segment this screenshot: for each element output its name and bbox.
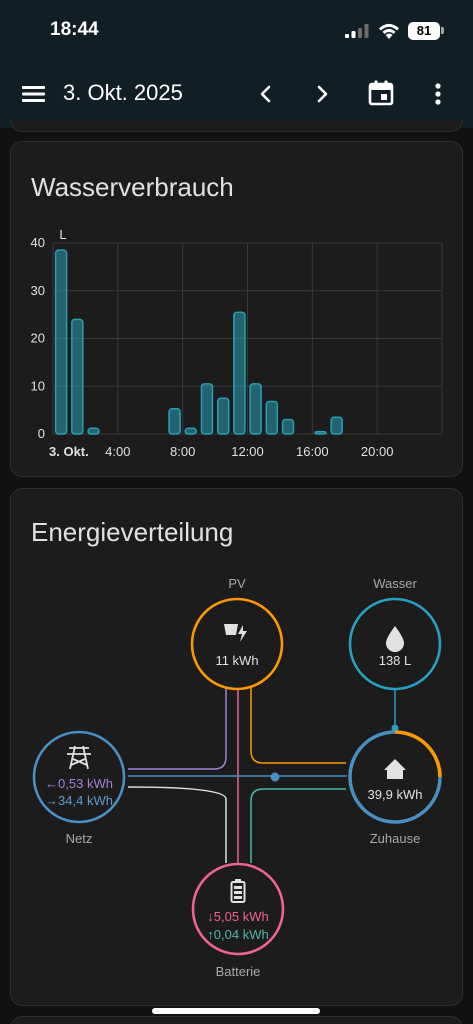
x-tick-label: 4:00: [105, 444, 130, 459]
status-bar: 18:44 81: [0, 0, 473, 62]
battery-node[interactable]: [191, 862, 285, 956]
chevron-right-icon[interactable]: [308, 79, 336, 109]
page-title[interactable]: 3. Okt. 2025: [63, 80, 183, 105]
battery-icon: [441, 27, 444, 34]
flow-pv-grid: [128, 687, 227, 770]
chart-bar: [71, 318, 84, 435]
battery-label: Batterie: [216, 964, 261, 979]
x-tick-label: 8:00: [170, 444, 195, 459]
home-ring-pv-share: [394, 730, 442, 778]
pv-label: PV: [228, 576, 246, 591]
chart-bar: [200, 383, 214, 435]
chart-bar: [184, 427, 198, 435]
status-time: 18:44: [50, 19, 99, 40]
chart-bar: [87, 427, 100, 435]
card-title: Energieverteilung: [31, 517, 234, 547]
water-consumption-card: Wasserverbrauch 0 10 20 30 40 3. Okt. 4:00 8:00…: [10, 141, 463, 477]
y-tick-label: 40: [31, 235, 45, 250]
previous-card-edge: [10, 120, 463, 132]
chevron-left-icon[interactable]: [252, 79, 280, 109]
chart-bar: [330, 416, 343, 435]
home-indicator[interactable]: [152, 1008, 320, 1014]
app-bar: 3. Okt. 2025: [0, 62, 473, 128]
chart-bar: [281, 418, 295, 435]
pv-value: 11 kWh: [215, 653, 258, 668]
x-tick-label: 3. Okt.: [49, 444, 89, 459]
wifi-icon: [379, 23, 399, 39]
signal-icon: [345, 24, 369, 38]
x-tick-label: 12:00: [231, 444, 264, 459]
water-value: 138 L: [379, 653, 412, 668]
chart-bar: [216, 397, 230, 435]
water-drop-icon: [386, 626, 404, 652]
transmission-tower-icon: [67, 745, 91, 770]
card-title: Wasserverbrauch: [31, 172, 234, 202]
flow-dot-water: [391, 724, 399, 732]
grid-export-value: →34,4 kWh: [45, 793, 113, 808]
home-value: 39,9 kWh: [368, 787, 423, 802]
home-icon: [384, 759, 406, 779]
water-consumption-chart: 0 10 20 30 40 3. Okt. 4:00 8:00 12:00 16:00 20:00 L: [31, 227, 443, 459]
pv-node[interactable]: [190, 597, 284, 691]
grid-import-value: ←0,53 kWh: [45, 776, 113, 791]
grid-label: Netz: [66, 831, 93, 846]
battery-discharge-value: ↓5,05 kWh: [207, 909, 268, 924]
battery-charge-value: ↑0,04 kWh: [207, 927, 268, 942]
menu-icon[interactable]: [20, 80, 48, 108]
chart-bar: [314, 430, 327, 435]
y-tick-label: 0: [38, 426, 45, 441]
next-card-edge: [10, 1016, 463, 1024]
grid-node[interactable]: [32, 730, 126, 824]
chart-bar: [233, 311, 246, 435]
more-vert-icon[interactable]: [426, 79, 450, 109]
y-tick-label: 20: [31, 331, 45, 346]
solar-power-icon: [224, 624, 247, 642]
battery-level: 81: [408, 22, 440, 40]
energy-distribution-card: Energieverteilung PV 11 kWh Wasser 138 L: [10, 488, 463, 1006]
chart-bar: [54, 249, 68, 435]
chart-bar: [168, 407, 181, 435]
home-label: Zuhause: [370, 831, 421, 846]
water-label: Wasser: [373, 576, 417, 591]
flow-dot-grid: [270, 772, 280, 782]
x-tick-label: 20:00: [361, 444, 394, 459]
calendar-icon[interactable]: [366, 78, 396, 108]
chart-bar: [265, 400, 279, 435]
flow-grid-battery: [127, 786, 227, 863]
y-tick-label: 10: [31, 378, 45, 393]
chart-bar: [249, 383, 262, 435]
energy-flow-diagram: PV 11 kWh Wasser 138 L ←0,53 kWh →34,4 k…: [32, 576, 442, 979]
x-tick-label: 16:00: [296, 444, 329, 459]
y-tick-label: 30: [31, 283, 45, 298]
flow-battery-home: [250, 788, 346, 863]
y-axis-label: L: [59, 227, 66, 242]
flow-pv-home: [250, 687, 346, 764]
battery-icon: [230, 879, 246, 903]
